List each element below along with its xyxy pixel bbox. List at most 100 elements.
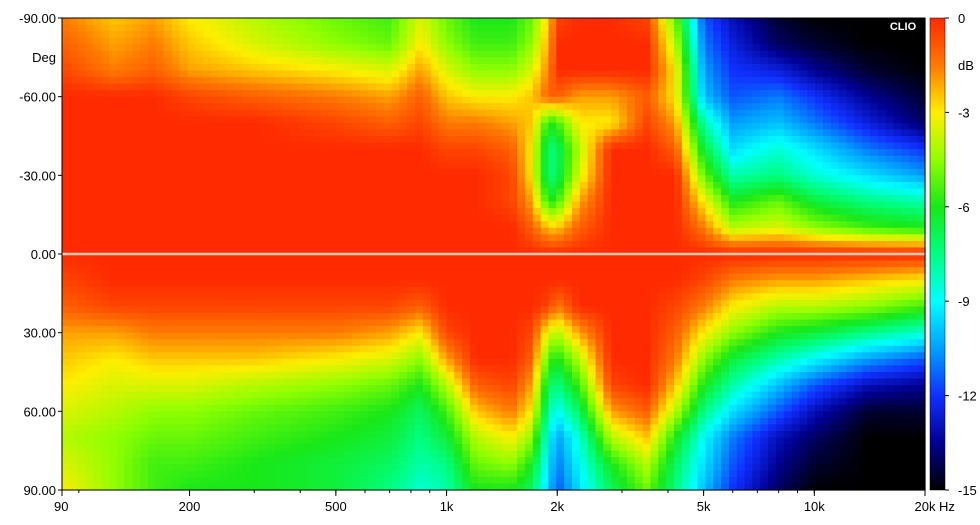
heatmap-cell bbox=[132, 273, 142, 281]
heatmap-cell bbox=[603, 299, 612, 308]
heatmap-cell bbox=[626, 96, 636, 104]
heatmap-cell bbox=[595, 247, 604, 255]
heatmap-cell bbox=[846, 188, 855, 196]
heatmap-cell bbox=[69, 96, 79, 104]
heatmap-cell bbox=[446, 299, 455, 308]
heatmap-cell bbox=[830, 155, 840, 163]
heatmap-cell bbox=[242, 234, 251, 242]
heatmap-cell bbox=[673, 201, 683, 209]
heatmap-cell bbox=[367, 234, 377, 242]
heatmap-cell bbox=[548, 208, 557, 216]
heatmap-cell bbox=[807, 116, 816, 124]
heatmap-cell bbox=[697, 63, 706, 72]
heatmap-cell bbox=[336, 129, 346, 137]
heatmap-cell bbox=[273, 37, 283, 45]
heatmap-cell bbox=[454, 227, 463, 235]
heatmap-cell bbox=[352, 18, 361, 26]
heatmap-cell bbox=[681, 168, 691, 176]
heatmap-cell bbox=[736, 273, 746, 281]
heatmap-cell bbox=[422, 260, 432, 268]
heatmap-cell bbox=[273, 44, 283, 52]
heatmap-cell bbox=[838, 247, 848, 255]
heatmap-cell bbox=[642, 149, 652, 157]
heatmap-cell bbox=[171, 234, 181, 242]
heatmap-cell bbox=[548, 188, 557, 196]
heatmap-cell bbox=[163, 273, 173, 281]
heatmap-cell bbox=[556, 286, 565, 294]
heatmap-cell bbox=[101, 188, 110, 196]
heatmap-cell bbox=[760, 234, 769, 242]
heatmap-cell bbox=[289, 306, 298, 314]
heatmap-cell bbox=[430, 31, 440, 39]
heatmap-cell bbox=[93, 195, 102, 203]
heatmap-cell bbox=[93, 70, 102, 78]
heatmap-cell bbox=[909, 116, 918, 124]
heatmap-cell bbox=[258, 201, 267, 209]
heatmap-cell bbox=[265, 267, 275, 275]
heatmap-cell bbox=[109, 260, 118, 268]
heatmap-cell bbox=[485, 221, 495, 229]
heatmap-cell bbox=[93, 155, 102, 163]
heatmap-cell bbox=[815, 83, 824, 91]
heatmap-cell bbox=[556, 109, 565, 117]
heatmap-cell bbox=[273, 267, 283, 275]
heatmap-cell bbox=[540, 149, 550, 157]
heatmap-cell bbox=[163, 247, 173, 255]
heatmap-cell bbox=[893, 129, 903, 137]
heatmap-cell bbox=[77, 293, 87, 301]
heatmap-cell bbox=[360, 293, 369, 301]
heatmap-cell bbox=[132, 247, 142, 255]
heatmap-cell bbox=[352, 234, 361, 242]
heatmap-cell bbox=[854, 299, 863, 308]
heatmap-cell bbox=[846, 155, 855, 163]
heatmap-cell bbox=[485, 116, 495, 124]
heatmap-cell bbox=[721, 168, 730, 176]
heatmap-cell bbox=[681, 234, 691, 242]
heatmap-cell bbox=[226, 24, 236, 32]
heatmap-cell bbox=[815, 24, 824, 32]
heatmap-cell bbox=[768, 195, 777, 203]
heatmap-cell bbox=[367, 63, 377, 72]
heatmap-cell bbox=[548, 122, 557, 131]
heatmap-cell bbox=[791, 208, 801, 216]
heatmap-cell bbox=[375, 267, 385, 275]
heatmap-cell bbox=[187, 90, 196, 98]
heatmap-cell bbox=[791, 37, 801, 45]
heatmap-cell bbox=[807, 181, 816, 190]
heatmap-cell bbox=[485, 122, 495, 131]
heatmap-cell bbox=[815, 50, 824, 58]
heatmap-cell bbox=[234, 280, 244, 288]
heatmap-cell bbox=[328, 181, 338, 190]
heatmap-cell bbox=[258, 57, 267, 65]
heatmap-cell bbox=[187, 299, 196, 308]
heatmap-cell bbox=[650, 240, 659, 249]
heatmap-cell bbox=[281, 221, 291, 229]
heatmap-cell bbox=[885, 214, 895, 222]
heatmap-cell bbox=[681, 260, 691, 268]
heatmap-cell bbox=[430, 50, 440, 58]
heatmap-cell bbox=[116, 129, 126, 137]
heatmap-cell bbox=[250, 136, 259, 144]
heatmap-cell bbox=[877, 175, 887, 183]
heatmap-cell bbox=[721, 273, 730, 281]
heatmap-cell bbox=[658, 286, 667, 294]
heatmap-cell bbox=[367, 175, 377, 183]
heatmap-cell bbox=[360, 18, 369, 26]
heatmap-cell bbox=[799, 63, 808, 72]
heatmap-cell bbox=[611, 83, 620, 91]
heatmap-cell bbox=[760, 181, 769, 190]
heatmap-cell bbox=[524, 254, 534, 262]
heatmap-cell bbox=[509, 116, 518, 124]
heatmap-cell bbox=[187, 44, 196, 52]
heatmap-cell bbox=[281, 50, 291, 58]
heatmap-cell bbox=[124, 280, 134, 288]
heatmap-cell bbox=[713, 162, 722, 170]
heatmap-cell bbox=[313, 260, 322, 268]
heatmap-cell bbox=[132, 221, 142, 229]
heatmap-cell bbox=[438, 247, 448, 255]
heatmap-cell bbox=[305, 103, 314, 111]
heatmap-cell bbox=[265, 273, 275, 281]
heatmap-cell bbox=[360, 201, 369, 209]
heatmap-cell bbox=[619, 214, 628, 222]
heatmap-cell bbox=[140, 109, 149, 117]
